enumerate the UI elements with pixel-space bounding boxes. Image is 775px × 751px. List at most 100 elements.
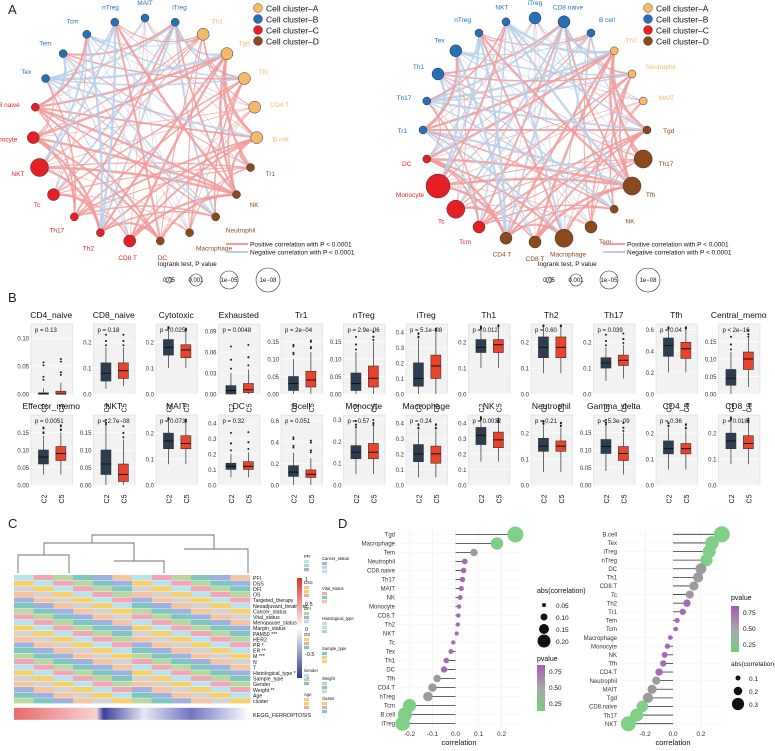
boxplot-xtick: C5 (496, 403, 503, 412)
heatmap-cell (53, 659, 74, 665)
heatmap-cell (33, 681, 54, 687)
boxplot-ytick: 0.1 (396, 377, 405, 383)
boxplot-box (430, 354, 442, 379)
right-cell-label: CD8.naive (589, 705, 618, 711)
boxplot-ytick: 0.15 (17, 431, 29, 437)
heatmap-legend-title: Gender (304, 668, 319, 673)
boxplot-outlier (434, 426, 437, 429)
boxplot-outlier (122, 431, 125, 434)
left-dot (470, 548, 478, 557)
heatmap-cell (171, 597, 192, 603)
left-size-dot (537, 634, 551, 648)
left-dot (460, 567, 467, 574)
left-cell-label: Th17 (381, 578, 395, 584)
right-cell-label: Tem (606, 619, 617, 625)
legend-pos-label: Positive correlation with P < 0.0001 (627, 242, 729, 249)
heatmap-legend-title: Cancer_status (322, 556, 349, 561)
left_nodes-node (156, 236, 165, 246)
boxplot-pvalue: p = 0.039 (598, 328, 624, 334)
boxplot-outlier (497, 419, 500, 422)
legend-size-label: 1e−08 (640, 278, 658, 284)
heatmap-legend-title: OS (304, 632, 310, 637)
heatmap-cell (191, 603, 211, 609)
right_nodes-edge (478, 32, 565, 239)
boxplot-xtick: C5 (309, 403, 316, 412)
heatmap-cell (171, 692, 192, 698)
heatmap-cell (210, 642, 231, 648)
heatmap-cell (92, 608, 113, 614)
heatmap-legend-swatch (322, 562, 327, 566)
boxplot-title: Neutrophil (532, 401, 571, 411)
heatmap-cell (53, 631, 74, 637)
heatmap-cell (230, 631, 251, 637)
right_nodes-node-label: Tem (599, 239, 611, 246)
legend-size-circle (599, 270, 619, 290)
left_nodes-node-label: MAIT (137, 0, 153, 7)
boxplot-outlier (104, 333, 107, 336)
heatmap-cell (53, 664, 74, 670)
right_nodes-edge (563, 100, 644, 239)
boxplot-outlier (292, 436, 295, 439)
boxplot-ytick: 0.1 (396, 468, 405, 474)
left_nodes-edge (74, 166, 251, 218)
heatmap-row-label: Weight ** (253, 688, 275, 694)
heatmap-cell (151, 608, 172, 614)
right-dot (693, 572, 704, 583)
left-dot (440, 666, 448, 673)
boxplot-outlier (42, 361, 45, 364)
heatmap-row-label: OS (253, 593, 261, 599)
legend-size-circle (255, 267, 281, 293)
heatmap-cell (191, 681, 211, 687)
boxplot-box (538, 438, 549, 452)
left-cell-label: Th1 (385, 659, 396, 665)
heatmap-cell (112, 698, 133, 704)
heatmap-cell (191, 653, 211, 659)
heatmap-legend-swatch (322, 682, 327, 686)
heatmap-cell (14, 597, 34, 603)
boxplot-outlier (354, 423, 357, 426)
boxplot-pvalue: p = 0.60 (535, 328, 558, 334)
heatmap-cell (171, 591, 192, 597)
boxplot-outlier (684, 423, 687, 426)
right-cell-label: CD8.T (600, 584, 618, 590)
boxplot-pvalue: p = 0.32 (223, 419, 246, 425)
boxplot-ytick: 0.2 (146, 432, 155, 438)
left_nodes-edge (34, 106, 76, 217)
boxplot-outlier (667, 424, 670, 427)
boxplot-xtick: C2 (229, 403, 236, 412)
right-size-label: 0.1 (749, 676, 758, 683)
right_nodes-node-label: NKT (495, 4, 508, 11)
boxplot-xtick: C5 (496, 494, 503, 503)
boxplot-outlier (229, 449, 232, 452)
boxplot-ytick: 0.00 (705, 393, 717, 399)
boxplot-outlier (542, 324, 545, 327)
heatmap-legend-swatch (322, 686, 327, 690)
boxplot-title: Gamma_delta (587, 401, 641, 411)
boxplot-xtick: C5 (621, 494, 628, 503)
heatmap-cell (53, 591, 74, 597)
legend-cluster-swatch (253, 14, 263, 24)
heatmap-cell (112, 603, 133, 609)
boxplot-box (180, 344, 192, 359)
boxplot-ytick: 0.15 (330, 340, 342, 346)
boxplot-outlier (417, 335, 420, 338)
left_nodes-node-label: Macrophage (196, 245, 233, 252)
boxplot-ytick: 0.0 (708, 484, 717, 490)
boxplot-title: CD4_T (663, 401, 690, 411)
left-dot (443, 657, 450, 664)
boxplot-title: NKT (105, 401, 122, 411)
left-size-label: 0.05 (556, 603, 569, 610)
heatmap-cell (132, 625, 152, 631)
boxplot-pvalue: p = 2.9e−06 (348, 328, 381, 334)
right_nodes-edge (437, 21, 565, 75)
heatmap-row-label: Neoadjuvant_treatment (253, 604, 307, 610)
boxplot-outlier (59, 357, 62, 360)
boxplot-outlier (42, 364, 45, 367)
legend-cluster-label: Cell cluster–B (266, 15, 319, 25)
right_nodes-node (472, 220, 486, 234)
heatmap-cell (210, 636, 231, 642)
boxplot-outlier (729, 416, 732, 419)
boxplot-pvalue: p = 0.051 (285, 419, 311, 425)
boxplot-frame (218, 414, 261, 486)
boxplot-outlier (292, 353, 295, 356)
